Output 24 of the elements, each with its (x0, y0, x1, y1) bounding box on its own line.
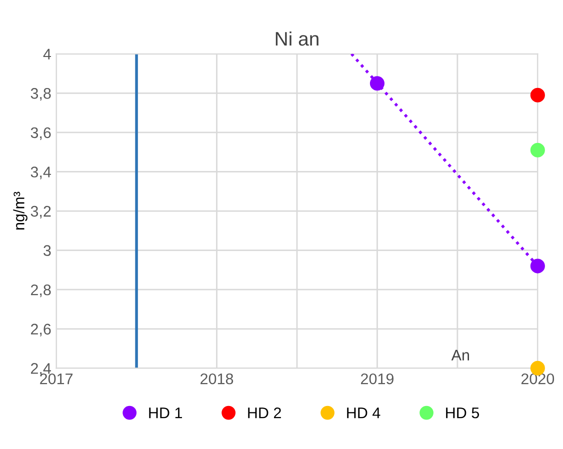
y-tick-label: 2,4 (30, 363, 51, 376)
point (370, 76, 384, 91)
legend-label: HD 1 (149, 408, 182, 418)
point (530, 258, 545, 274)
chart-title: Ni an (276, 31, 318, 46)
point (530, 88, 545, 102)
y-tick-label: 3 (44, 245, 51, 256)
y-tick-label: 3,2 (30, 206, 51, 219)
y-tick-label: 2,6 (30, 324, 51, 336)
y-tick-label: 3,6 (30, 127, 51, 140)
x-axis-title: An (451, 350, 469, 360)
y-tick-label: 3,4 (30, 166, 51, 180)
y-tick-label: 4 (43, 48, 51, 60)
point (530, 142, 545, 158)
legend-label: HD 2 (248, 407, 281, 418)
x-tick-label: 2019 (360, 373, 394, 384)
y-axis-title: ng/m³ (13, 192, 28, 230)
x-tick-label: 2017 (40, 373, 73, 384)
y-tick-label: 2,8 (30, 284, 51, 298)
x-tick-label: 2018 (200, 373, 234, 384)
legend-label: HD 4 (347, 408, 380, 418)
x-tick-label: 2020 (521, 373, 554, 384)
y-tick-label: 3,8 (30, 88, 51, 101)
legend-label: HD 5 (446, 408, 480, 418)
